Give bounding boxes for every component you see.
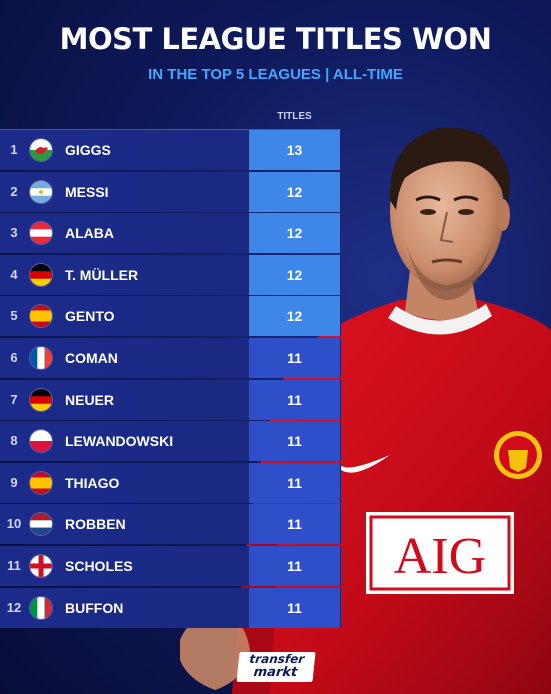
titles-value: 11 (249, 545, 340, 586)
titles-value: 11 (249, 587, 340, 628)
rank: 8 (10, 433, 18, 449)
logo-line-1: transfer (248, 652, 305, 666)
player-name: BUFFON (65, 599, 124, 616)
player-name: T. MÜLLER (65, 266, 139, 283)
titles-value: 11 (249, 421, 340, 462)
rank: 2 (10, 183, 18, 199)
player-name: COMAN (65, 349, 118, 366)
logo-line-2: markt (252, 665, 299, 680)
austria-flag-icon (30, 222, 52, 245)
titles-column-header: TITLES (277, 111, 312, 122)
rank: 10 (6, 516, 22, 532)
titles-value: 12 (249, 213, 340, 254)
table-row: 4 T. MÜLLER 12 (0, 254, 341, 295)
table-row: 3 ALABA 12 (0, 213, 341, 254)
rank: 1 (10, 142, 18, 157)
titles-value: 11 (249, 504, 340, 545)
player-name: GENTO (65, 308, 115, 325)
table-row: 12 BUFFON 11 (0, 587, 341, 628)
england-flag-icon (30, 554, 52, 577)
argentina-flag-icon (30, 180, 52, 203)
table-row: 2 MESSI 12 (0, 171, 341, 212)
page-subtitle: IN THE TOP 5 LEAGUES | ALL-TIME (148, 66, 403, 83)
table-row: 9 THIAGO 11 (0, 462, 341, 503)
titles-value: 12 (249, 254, 340, 295)
poland-flag-icon (30, 430, 52, 453)
player-name: ALABA (65, 225, 114, 242)
player-name: MESSI (65, 183, 109, 200)
spain-flag-icon (30, 305, 52, 328)
table-row: 8 LEWANDOWSKI 11 (0, 421, 341, 462)
player-name: SCHOLES (65, 557, 133, 574)
italy-flag-icon (30, 596, 52, 619)
player-name: THIAGO (65, 474, 120, 491)
player-name: NEUER (65, 391, 115, 408)
rank: 4 (10, 266, 18, 282)
table-row: 1 GIGGS 13 (0, 129, 341, 170)
rank: 9 (10, 474, 18, 490)
titles-value: 12 (249, 296, 340, 337)
titles-value: 13 (249, 130, 340, 170)
rank: 6 (10, 349, 18, 365)
page-title: MOST LEAGUE TITLES WON (59, 22, 492, 56)
ranking-table: 1 GIGGS 13 2 MESSI 12 3 ALABA 12 4 T. MÜ… (0, 129, 341, 629)
rank: 5 (10, 308, 18, 324)
titles-value: 12 (249, 171, 340, 212)
player-name: ROBBEN (65, 516, 126, 533)
titles-value: 11 (249, 379, 340, 420)
titles-value: 11 (249, 462, 340, 503)
rank: 12 (6, 599, 22, 615)
table-row: 10 ROBBEN 11 (0, 504, 341, 545)
titles-value: 11 (249, 337, 340, 378)
table-row: 5 GENTO 12 (0, 296, 341, 337)
netherlands-flag-icon (30, 513, 52, 536)
wales-flag-icon (30, 139, 52, 161)
table-row: 11 SCHOLES 11 (0, 545, 341, 586)
france-flag-icon (30, 346, 52, 369)
transfermarkt-logo: transfer markt (236, 652, 316, 682)
spain-flag-icon (30, 471, 52, 494)
germany-flag-icon (30, 388, 52, 411)
table-row: 6 COMAN 11 (0, 337, 341, 378)
rank: 11 (7, 557, 21, 573)
germany-flag-icon (30, 263, 52, 286)
table-row: 7 NEUER 11 (0, 379, 341, 420)
rank: 3 (10, 225, 18, 241)
jersey-sponsor: AIG (394, 528, 486, 585)
player-name: GIGGS (65, 142, 111, 158)
rank: 7 (10, 391, 18, 407)
player-name: LEWANDOWSKI (65, 433, 174, 450)
